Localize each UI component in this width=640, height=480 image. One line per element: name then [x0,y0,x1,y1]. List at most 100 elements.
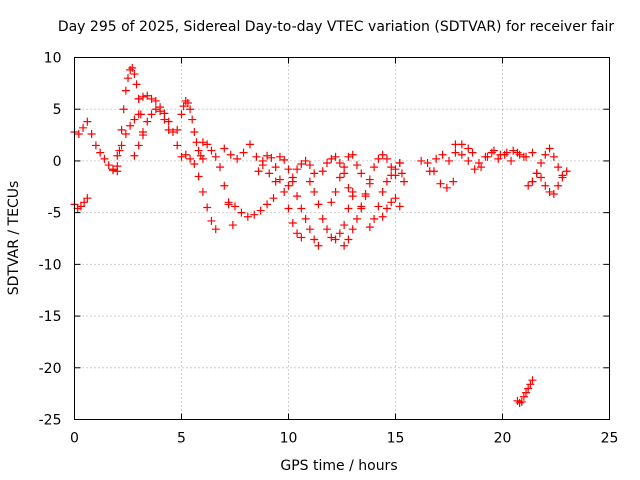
series-5 [134,91,182,150]
data-point [545,187,554,196]
data-point [275,152,284,161]
data-point [432,154,441,163]
data-point [76,202,85,211]
data-point [323,158,332,167]
data-point [335,158,344,167]
x-tick-label: 10 [280,431,298,447]
data-point [147,94,156,103]
data-point [541,150,550,159]
data-point [318,214,327,223]
data-point [186,154,195,163]
data-point [143,117,152,126]
data-point [216,163,225,172]
data-point [528,177,537,186]
data-point [509,146,518,155]
series-17 [327,150,366,207]
data-point [378,150,387,159]
y-axis-label: SDTVAR / TECUs [6,181,22,296]
data-point [117,125,126,134]
y-tick-label: -10 [39,257,62,273]
data-point [83,194,92,203]
data-point [335,173,344,182]
y-tick-label: -5 [48,206,62,222]
data-point [305,161,314,170]
data-point [327,233,336,242]
data-point [179,102,188,111]
data-point [237,208,246,217]
data-point [305,177,314,186]
data-point [449,177,458,186]
data-point [387,171,396,180]
data-point [331,187,340,196]
data-point [211,152,220,161]
data-point [417,156,426,165]
data-point [541,181,550,190]
data-point [524,384,533,393]
data-point [198,187,207,196]
data-point [138,92,147,101]
data-point [365,223,374,232]
data-point [382,154,391,163]
series-23 [417,156,458,192]
data-point [513,148,522,157]
x-tick-label: 5 [177,431,186,447]
data-point [239,148,248,157]
data-point [109,165,118,174]
data-point [130,70,139,79]
data-point [250,210,259,219]
data-point [344,183,353,192]
y-tick-label: 5 [53,102,62,118]
data-point [267,153,276,162]
tick-labels: 0 5 10 15 20 25 -25 -20 -15 -10 -5 0 5 10 [39,51,619,447]
data-point [318,167,327,176]
series-6 [130,105,173,160]
data-point [263,151,272,160]
x-axis-label: GPS time / hours [280,458,397,474]
y-tick-label: 10 [44,51,62,67]
x-tick-label: 20 [494,431,512,447]
data-point [344,235,353,244]
data-point [470,165,479,174]
data-point [134,141,143,150]
data-point [198,154,207,163]
data-point [269,194,278,203]
data-point [280,187,289,196]
data-point [494,154,503,163]
data-point [331,235,340,244]
data-point [391,165,400,174]
data-point [519,392,528,401]
data-point [211,225,220,234]
data-point [549,152,558,161]
data-point [331,152,340,161]
data-point [134,110,143,119]
data-point [348,192,357,201]
data-point [293,165,302,174]
data-point [361,190,370,199]
data-point [537,158,546,167]
data-point [87,130,96,139]
data-point [91,141,100,150]
data-point [284,181,293,190]
data-point [310,169,319,178]
series-29 [513,376,537,407]
data-point [305,225,314,234]
data-point [79,123,88,132]
data-point [562,167,571,176]
data-point [340,163,349,172]
data-point [374,202,383,211]
data-point [526,380,535,389]
data-point [517,397,526,406]
data-point [327,154,336,163]
y-tick-label: 0 [53,154,62,170]
chart-title: Day 295 of 2025, Sidereal Day-to-day VTE… [58,19,615,35]
data-point [457,150,466,159]
series-22 [395,158,409,186]
data-point [500,150,509,159]
data-point [177,110,186,119]
data-point [284,165,293,174]
data-point [468,148,477,157]
data-point [370,214,379,223]
data-point [391,194,400,203]
data-point [340,221,349,230]
data-point [160,115,169,124]
